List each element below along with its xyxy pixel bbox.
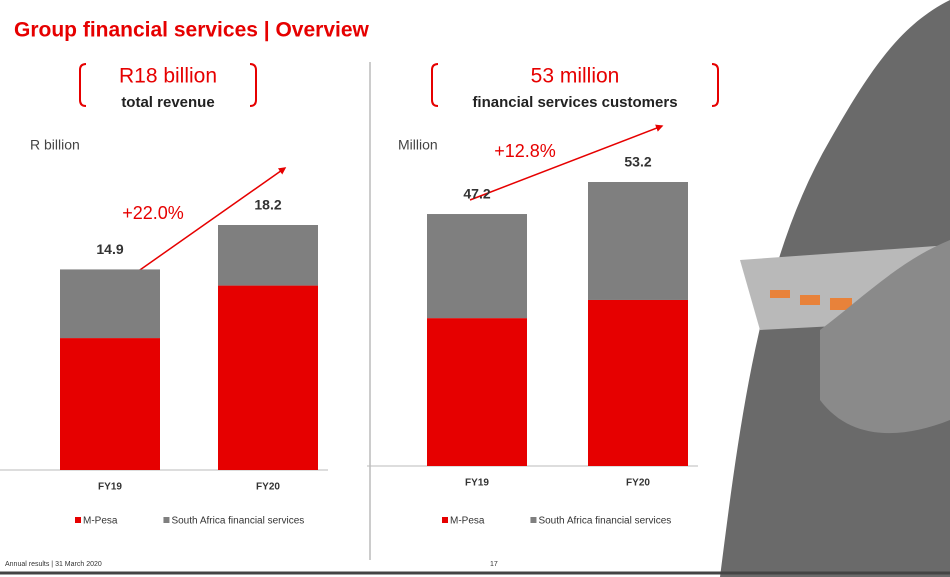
- bracket: [711, 63, 719, 107]
- bracket: [79, 63, 87, 107]
- x-tick-label: FY19: [465, 478, 489, 489]
- bar-segment: [60, 269, 160, 339]
- headline-sub: financial services customers: [472, 94, 677, 111]
- bracket: [249, 63, 257, 107]
- bar-segment: [218, 225, 318, 286]
- bar-segment: [588, 182, 688, 300]
- unit-label: Million: [398, 137, 438, 153]
- legend-label: South Africa financial services: [171, 516, 304, 527]
- legend-swatch: [442, 517, 448, 523]
- legend-swatch: [75, 517, 81, 523]
- legend-swatch: [163, 517, 170, 523]
- growth-arrow: [469, 124, 664, 201]
- x-tick-label: FY19: [98, 482, 122, 493]
- bar-segment: [218, 285, 318, 470]
- headline: R18 billion: [119, 65, 217, 88]
- footer-note: Annual results | 31 March 2020: [5, 561, 102, 568]
- bracket: [431, 63, 439, 107]
- x-tick-label: FY20: [256, 482, 280, 493]
- legend-label: M-Pesa: [83, 516, 118, 527]
- legend-label: M-Pesa: [450, 516, 485, 527]
- total-label: 14.9: [96, 241, 123, 257]
- legend-swatch: [530, 517, 537, 523]
- total-label: 18.2: [254, 197, 281, 213]
- growth-label: +12.8%: [494, 141, 556, 161]
- page-number: 17: [490, 561, 498, 568]
- legend-label: South Africa financial services: [538, 516, 671, 527]
- total-label: 53.2: [624, 154, 651, 170]
- x-tick-label: FY20: [626, 478, 650, 489]
- headline-sub: total revenue: [121, 94, 214, 111]
- bar-segment: [427, 214, 527, 319]
- headline: 53 million: [531, 65, 620, 88]
- growth-label: +22.0%: [122, 203, 184, 223]
- unit-label: R billion: [30, 137, 80, 153]
- bar-segment: [60, 338, 160, 470]
- bar-segment: [588, 299, 688, 466]
- hand: [820, 240, 950, 434]
- total-label: 47.2: [463, 186, 490, 202]
- bar-segment: [427, 318, 527, 466]
- slide-title: Group financial services | Overview: [14, 19, 370, 42]
